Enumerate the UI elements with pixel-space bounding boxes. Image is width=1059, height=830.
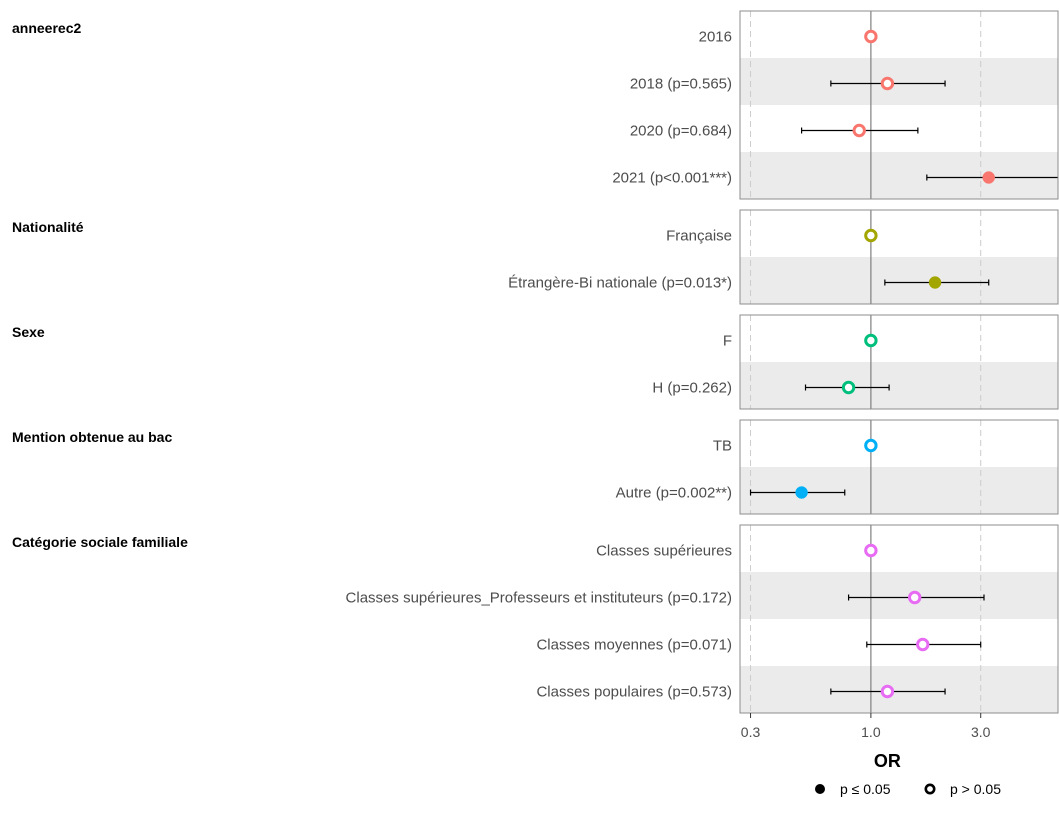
legend-label: p > 0.05 <box>950 781 1001 797</box>
row-label: H (p=0.262) <box>652 380 732 397</box>
estimate-points <box>795 29 995 699</box>
legend-filled-symbol <box>815 784 825 794</box>
row-label: 2018 (p=0.565) <box>630 76 732 93</box>
row-label: Étrangère-Bi nationale (p=0.013*) <box>508 275 732 292</box>
panels-background <box>740 58 1058 713</box>
estimate-point <box>795 486 808 499</box>
legend-hollow-symbol <box>924 783 936 795</box>
row-label: TB <box>713 438 732 455</box>
estimate-point <box>907 590 922 605</box>
group-title: anneerec2 <box>12 20 81 36</box>
row-stripe <box>740 467 1058 514</box>
estimate-point <box>864 543 878 558</box>
row-label: Classes moyennes (p=0.071) <box>536 637 732 654</box>
panel-frame <box>739 419 1059 515</box>
group-title: Sexe <box>12 324 45 340</box>
panel-frame <box>739 524 1059 714</box>
estimate-point <box>864 333 878 348</box>
row-label: Classes populaires (p=0.573) <box>536 684 732 701</box>
grid-lines <box>750 11 982 713</box>
row-labels: 2016 2018 (p=0.565) 2020 (p=0.684) 2021 (p<… <box>346 29 732 701</box>
row-label: Classes supérieures_Professeurs et insti… <box>346 590 732 607</box>
row-stripe <box>740 257 1058 304</box>
group-titles: anneerec2 Nationalité Sexe Mention obtenue … <box>12 20 188 550</box>
row-label: F <box>723 333 732 350</box>
x-tick-label: 3.0 <box>971 724 991 740</box>
row-stripe <box>740 58 1058 105</box>
panel-frame <box>739 209 1059 305</box>
estimate-point <box>880 76 895 91</box>
group-title: Catégorie sociale familiale <box>12 534 188 550</box>
panel-frames <box>739 10 1059 714</box>
row-stripe <box>740 152 1058 199</box>
estimate-point <box>852 123 866 138</box>
x-axis-title: OR <box>874 751 901 771</box>
row-label: Française <box>666 228 732 245</box>
x-tick-label: 0.3 <box>741 724 761 740</box>
legend-label: p ≤ 0.05 <box>840 781 891 797</box>
estimate-point <box>928 276 942 289</box>
row-stripe <box>740 572 1058 619</box>
row-label: Classes supérieures <box>596 543 732 560</box>
row-stripe <box>740 362 1058 409</box>
estimate-point <box>864 29 878 44</box>
group-title: Mention obtenue au bac <box>12 429 172 445</box>
estimate-point <box>916 637 930 652</box>
x-axis: 0.3 1.0 3.0 <box>741 713 991 740</box>
estimate-point <box>841 380 856 395</box>
panel-frame <box>739 314 1059 410</box>
row-label: 2021 (p<0.001***) <box>612 170 732 187</box>
legend: p ≤ 0.05 p > 0.05 <box>815 781 1001 797</box>
row-label: 2020 (p=0.684) <box>630 123 732 140</box>
row-stripe <box>740 666 1058 713</box>
group-title: Nationalité <box>12 219 84 235</box>
row-label: 2016 <box>699 29 732 46</box>
panel-frame <box>739 10 1059 200</box>
row-label: Autre (p=0.002**) <box>616 485 732 502</box>
estimate-point <box>864 228 878 243</box>
estimate-point <box>982 171 995 184</box>
estimate-point <box>880 684 895 699</box>
estimate-point <box>864 438 878 453</box>
x-tick-label: 1.0 <box>861 724 881 740</box>
